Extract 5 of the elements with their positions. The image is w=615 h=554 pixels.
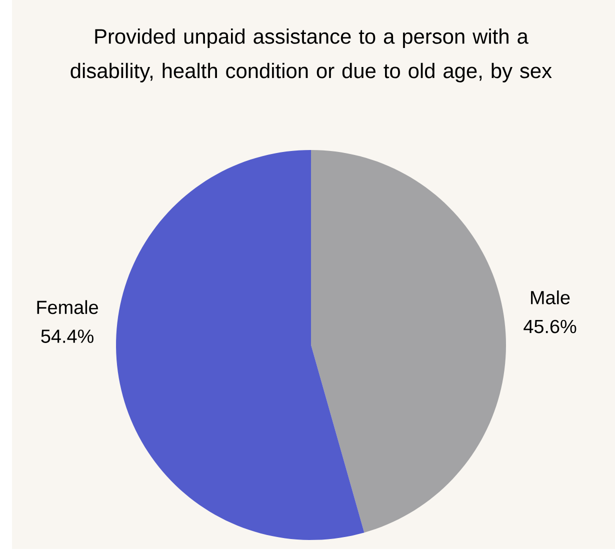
data-label: 54.4% [41,330,94,343]
data-label: 45.6% [524,320,576,334]
chart-title: Provided unpaid assistance to a person with a disability, health condition or due to old age, by sex [70,28,552,82]
slice-label: Male [531,290,570,304]
slice-label: Female [37,300,98,314]
